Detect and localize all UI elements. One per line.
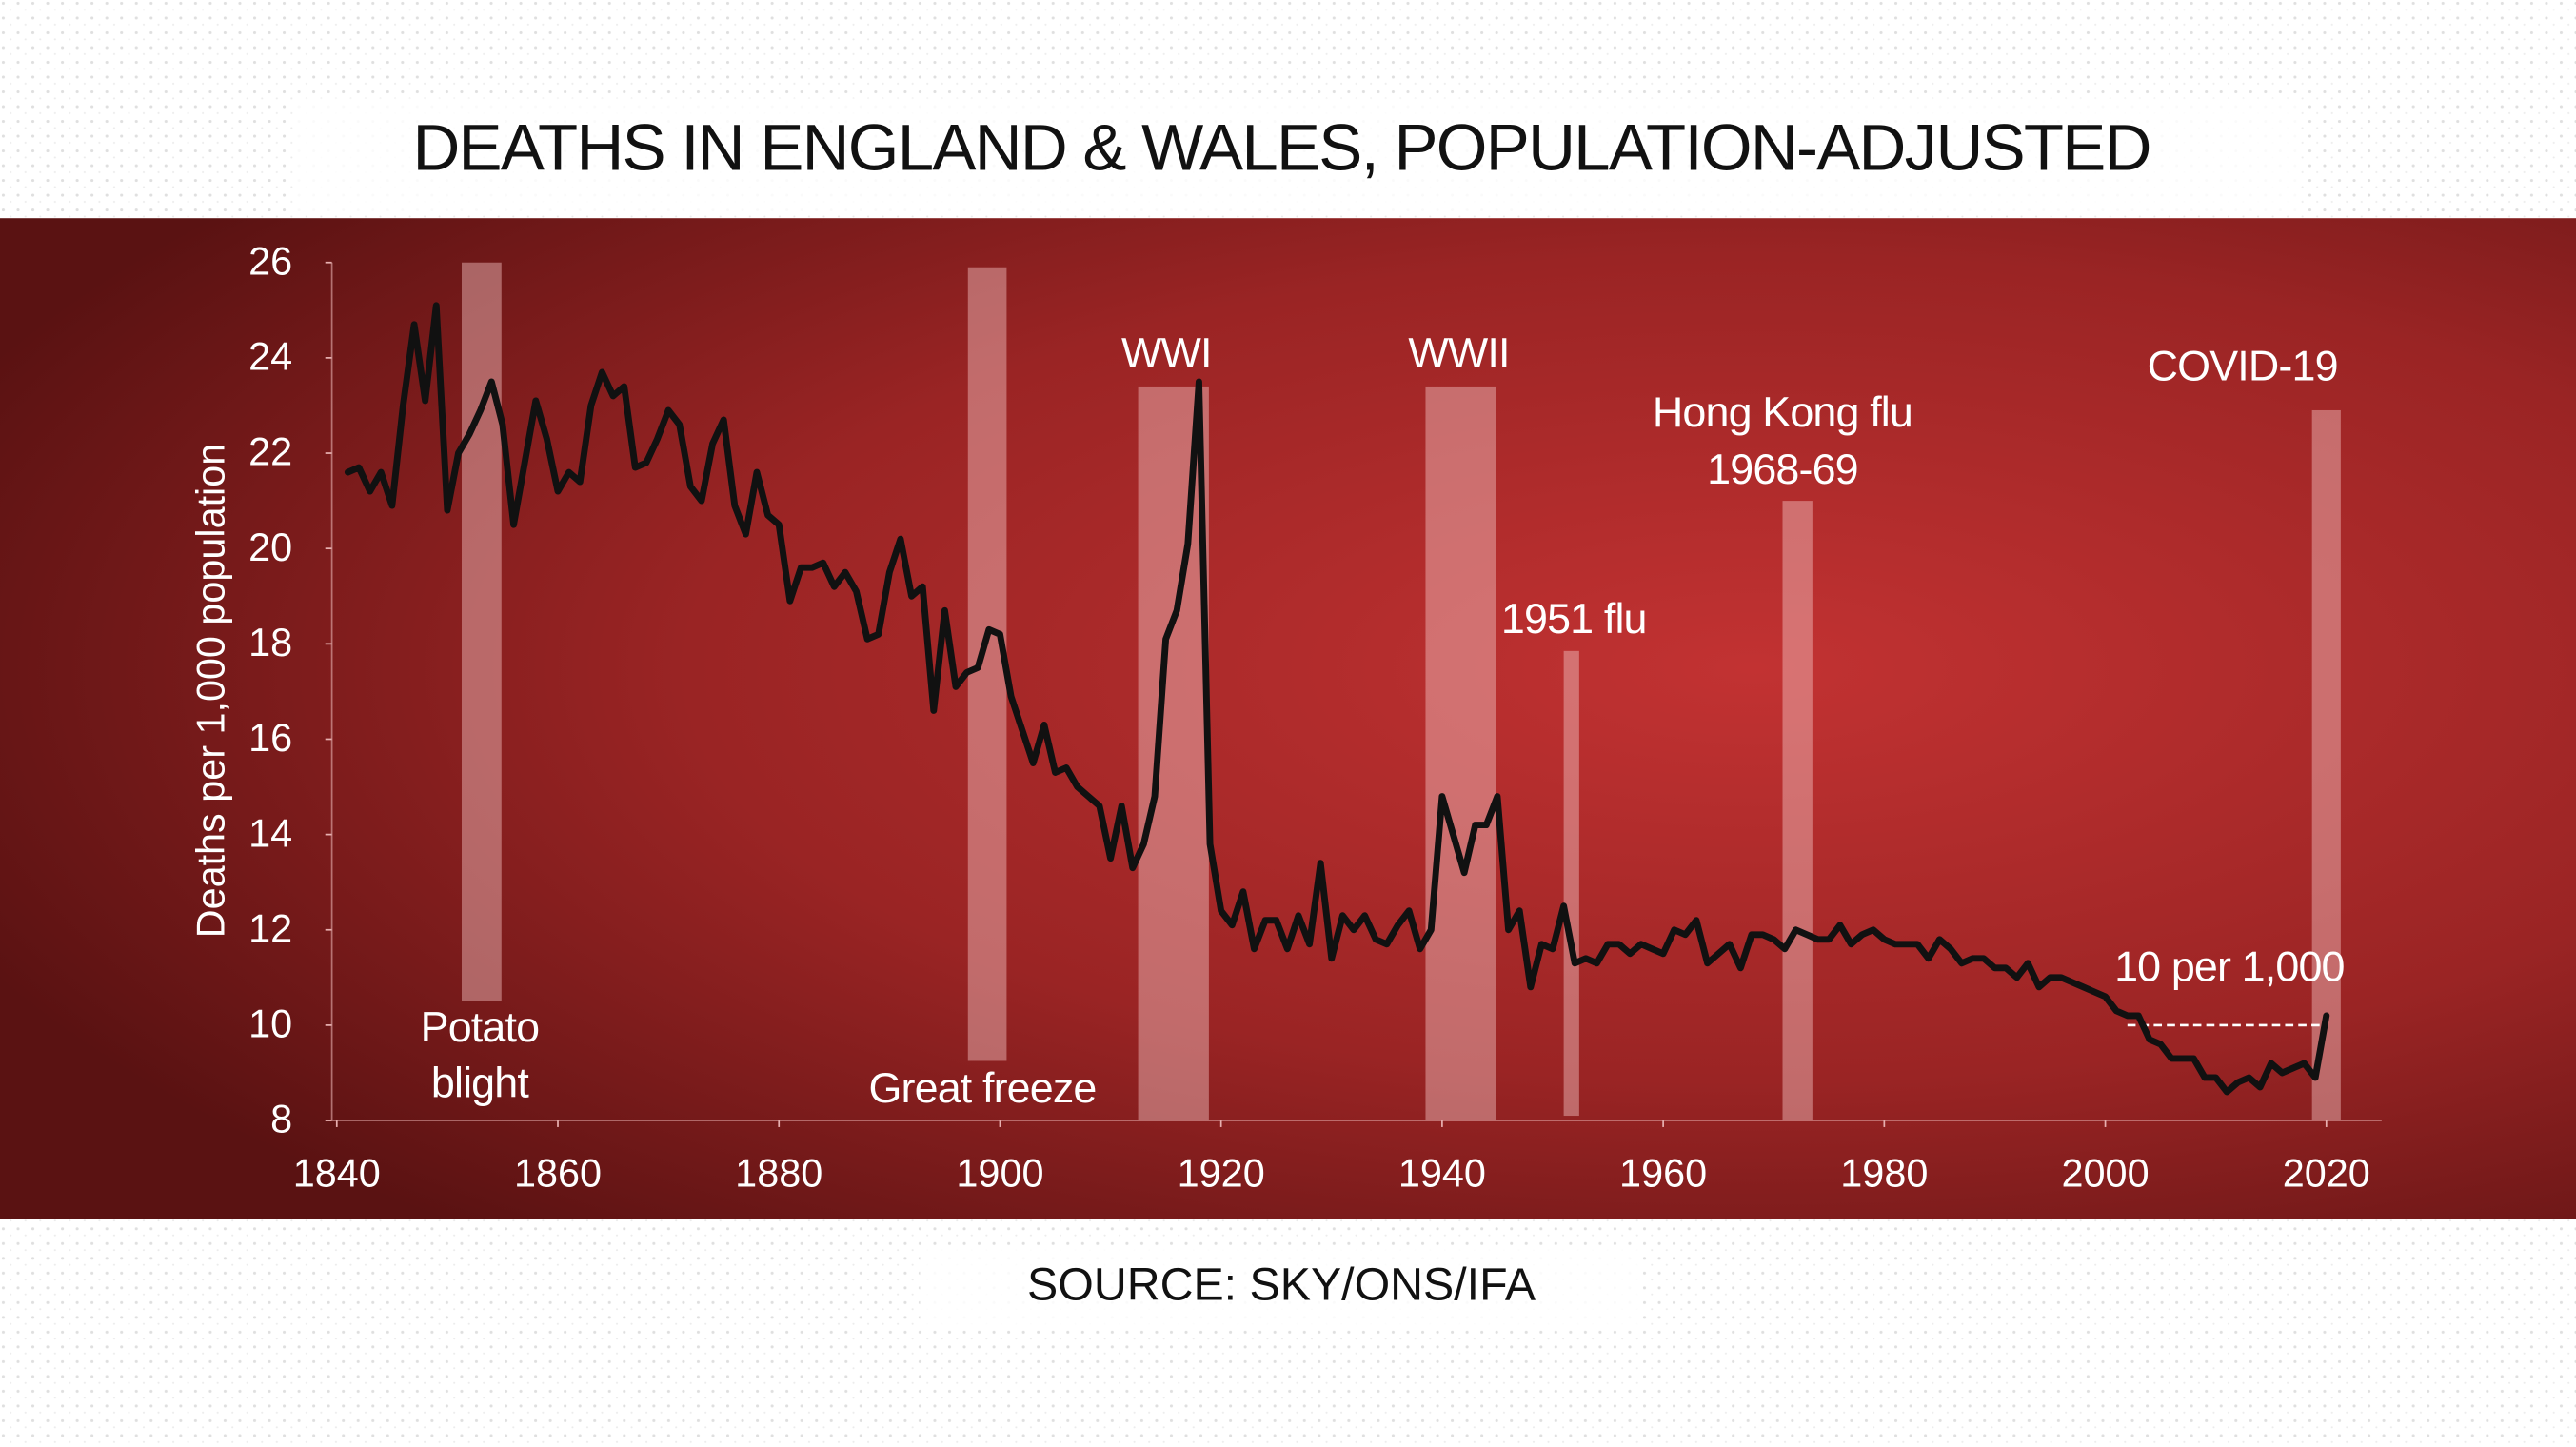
- event-label: Potato: [421, 1002, 540, 1051]
- x-tick-label: 1920: [1178, 1152, 1265, 1196]
- y-tick-label: 10: [248, 1002, 292, 1046]
- x-tick-label: 2000: [2062, 1152, 2150, 1196]
- y-tick-label: 26: [248, 239, 292, 283]
- x-tick-label: 1980: [1840, 1152, 1928, 1196]
- y-tick-label: 18: [248, 621, 292, 664]
- y-axis-label: Deaths per 1,000 population: [188, 444, 232, 939]
- event-band: [461, 262, 502, 1001]
- x-tick-label: 1860: [514, 1152, 602, 1196]
- y-tick-label: 22: [248, 430, 292, 474]
- x-tick-label: 1900: [956, 1152, 1043, 1196]
- source-backdrop: [920, 1246, 1643, 1329]
- x-tick-label: 1940: [1398, 1152, 1486, 1196]
- event-label: WWII: [1408, 328, 1509, 377]
- event-label: Great freeze: [869, 1063, 1097, 1112]
- event-label: blight: [431, 1059, 529, 1107]
- y-tick-label: 16: [248, 716, 292, 760]
- x-tick-label: 1880: [735, 1152, 822, 1196]
- x-tick-label: 2020: [2283, 1152, 2370, 1196]
- reference-label: 10 per 1,000: [2114, 942, 2345, 990]
- event-label: WWI: [1121, 328, 1212, 377]
- x-tick-label: 1840: [293, 1152, 381, 1196]
- event-band: [1425, 386, 1496, 1121]
- event-label: 1951 flu: [1501, 594, 1647, 643]
- event-label: Hong Kong flu: [1653, 387, 1912, 436]
- y-tick-label: 8: [270, 1098, 292, 1141]
- event-band: [967, 267, 1007, 1061]
- plot: 8 10 12 14 16 18 20 22 24 26 1840 1860 1880 1900 1920 1…: [248, 239, 2382, 1196]
- chart-title: DEATHS IN ENGLAND & WALES, POPULATION-AD…: [412, 111, 2150, 185]
- y-tick-label: 24: [248, 335, 292, 379]
- x-tick-label: 1960: [1619, 1152, 1707, 1196]
- event-label: 1968-69: [1707, 445, 1858, 493]
- y-tick-label: 20: [248, 525, 292, 569]
- event-band: [1138, 386, 1209, 1121]
- y-tick-label: 14: [248, 811, 292, 855]
- y-tick-label: 12: [248, 906, 292, 950]
- event-band: [1563, 650, 1579, 1117]
- source: SOURCE: SKY/ONS/IFA: [1027, 1259, 1536, 1311]
- title-backdrop: [295, 98, 2301, 214]
- event-label: COVID-19: [2148, 342, 2338, 390]
- event-band: [1782, 501, 1813, 1121]
- event-band: [2311, 409, 2341, 1121]
- data-line: [344, 302, 2330, 1096]
